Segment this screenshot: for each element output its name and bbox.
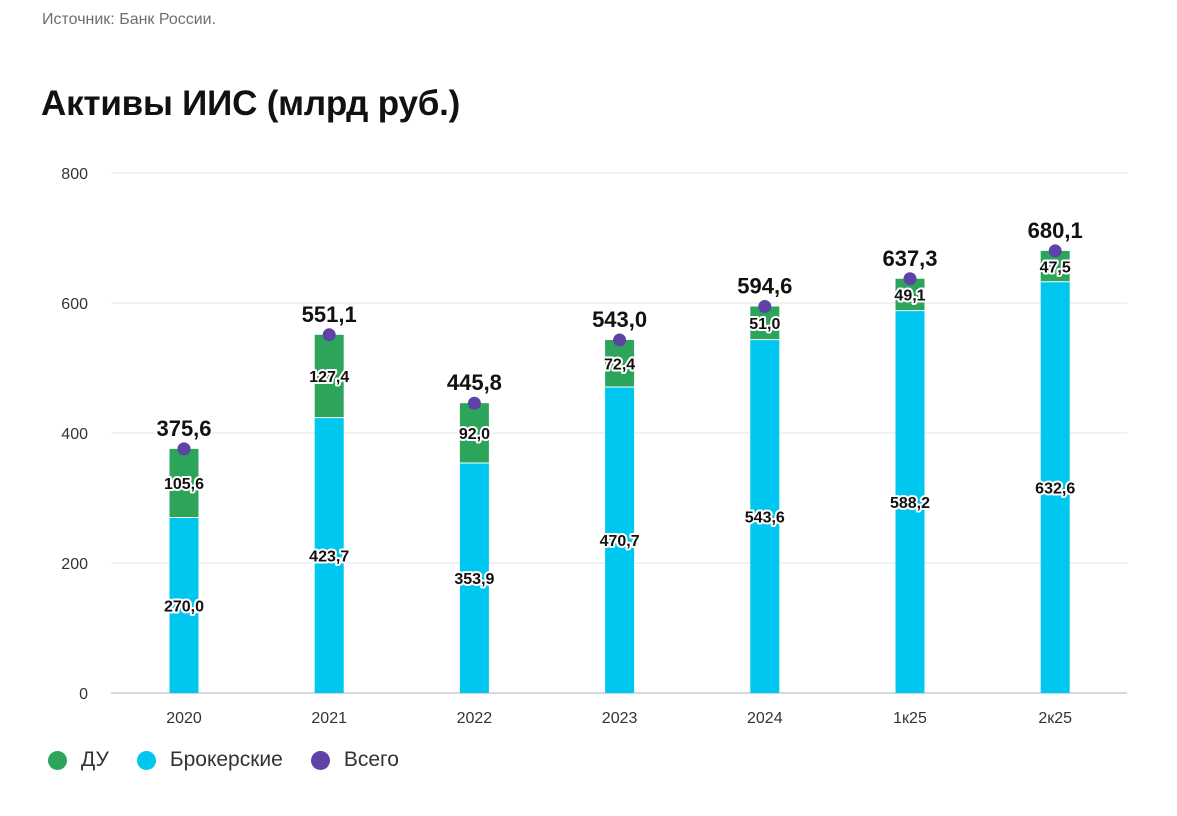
- source-note: Источник: Банк России.: [42, 11, 217, 28]
- y-tick-label: 0: [79, 686, 88, 703]
- label-du: 47,5: [1040, 259, 1071, 276]
- label-broker: 423,7: [309, 548, 349, 565]
- label-broker: 543,6: [745, 509, 785, 526]
- legend-item-broker[interactable]: Брокерские: [136, 748, 283, 772]
- bar-broker: [459, 462, 489, 693]
- legend-marker-total: [310, 750, 330, 770]
- chart-title: Активы ИИС (млрд руб.): [41, 84, 461, 123]
- x-tick-label: 2022: [457, 710, 493, 727]
- label-du: 49,1: [894, 288, 925, 305]
- bar-broker: [605, 387, 635, 693]
- label-layer: 270,0 105,6 375,6 423,7 127,4 551,1 353,9 92,0 4…: [154, 216, 1084, 617]
- bar-du: [605, 339, 635, 388]
- total-marker: [903, 272, 917, 286]
- bar-layer: [169, 244, 1070, 693]
- legend-item-du[interactable]: ДУ: [48, 748, 109, 772]
- legend-label-broker: Брокерские: [169, 748, 283, 771]
- y-tick-label: 400: [61, 426, 88, 443]
- label-broker: 270,0: [164, 598, 204, 615]
- label-du: 105,6: [164, 476, 204, 493]
- legend-marker-broker: [136, 750, 156, 770]
- x-tick-label: 2021: [311, 710, 347, 727]
- total-marker: [1048, 244, 1062, 258]
- bar-broker: [314, 417, 344, 693]
- total-marker: [758, 300, 772, 314]
- label-total: 445,8: [447, 370, 502, 395]
- legend: ДУ Брокерские Всего: [48, 748, 427, 772]
- label-du: 51,0: [749, 316, 780, 333]
- bar-broker: [750, 339, 780, 693]
- label-total: 594,6: [737, 274, 792, 299]
- x-tick-label: 1к25: [893, 710, 927, 727]
- y-tick-label: 800: [61, 166, 88, 183]
- label-du: 92,0: [459, 426, 490, 443]
- bar-du: [169, 448, 199, 518]
- bar-broker: [169, 517, 199, 693]
- label-du: 72,4: [604, 357, 635, 374]
- total-marker: [613, 333, 627, 347]
- label-broker: 632,6: [1035, 480, 1075, 497]
- label-total: 680,1: [1028, 218, 1083, 243]
- legend-label-du: ДУ: [81, 748, 109, 771]
- label-broker: 353,9: [454, 571, 494, 588]
- label-broker: 470,7: [600, 533, 640, 550]
- x-tick-label: 2к25: [1038, 710, 1072, 727]
- x-tick-label: 2020: [166, 710, 202, 727]
- legend-label-total: Всего: [343, 748, 399, 771]
- label-total: 543,0: [592, 307, 647, 332]
- label-total: 637,3: [882, 246, 937, 271]
- total-marker: [467, 396, 481, 410]
- bar-broker: [895, 310, 925, 693]
- bar-du: [459, 403, 489, 463]
- bar-du: [314, 334, 344, 418]
- bar-broker: [1040, 281, 1070, 693]
- x-tick-label: 2023: [602, 710, 638, 727]
- label-du: 127,4: [309, 369, 349, 386]
- y-tick-label: 600: [61, 296, 88, 313]
- label-total: 375,6: [156, 416, 211, 441]
- legend-item-total[interactable]: Всего: [310, 748, 399, 772]
- y-tick-label: 200: [61, 556, 88, 573]
- axis-layer: 0 200 400 600 800 2020 2021 2022 2023 2024 1к25 2к2…: [61, 166, 1072, 727]
- total-marker: [322, 328, 336, 342]
- label-total: 551,1: [302, 302, 357, 327]
- label-broker: 588,2: [890, 495, 930, 512]
- legend-marker-du: [48, 750, 67, 770]
- x-tick-label: 2024: [747, 710, 783, 727]
- total-marker: [177, 442, 191, 456]
